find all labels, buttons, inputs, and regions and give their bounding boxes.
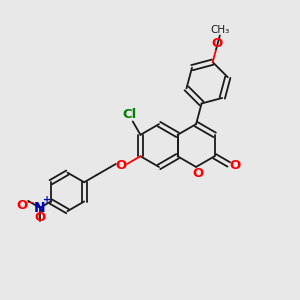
Text: O: O [230, 159, 241, 172]
Text: O: O [34, 211, 46, 224]
Text: N: N [34, 201, 46, 215]
Text: +: + [43, 195, 52, 205]
Text: O: O [212, 38, 223, 50]
Text: O: O [116, 159, 127, 172]
Text: O: O [192, 167, 203, 180]
Text: O⁻: O⁻ [16, 199, 35, 212]
Text: CH₃: CH₃ [211, 26, 230, 35]
Text: Cl: Cl [122, 108, 136, 122]
